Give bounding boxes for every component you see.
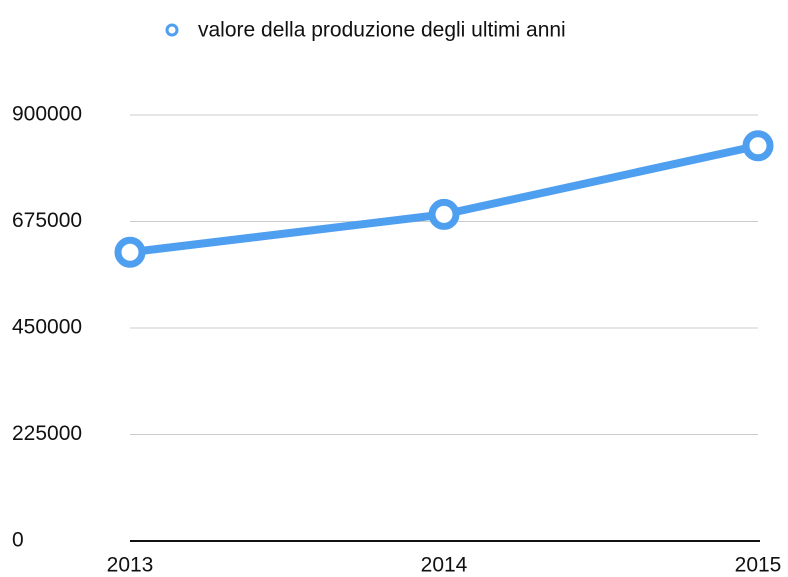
point	[428, 198, 460, 230]
legend-marker	[165, 23, 179, 37]
legend-label: valore della produzione degli ultimi ann…	[198, 19, 566, 42]
y-tick-label: 900000	[12, 103, 82, 126]
point	[114, 236, 146, 268]
point	[742, 130, 774, 162]
y-tick-label: 225000	[12, 422, 82, 445]
y-tick-label: 450000	[12, 316, 82, 339]
y-tick-label: 675000	[12, 209, 82, 232]
x-tick-label: 2014	[421, 554, 468, 577]
x-tick-label: 2013	[107, 554, 154, 577]
x-tick-label: 2015	[735, 554, 782, 577]
y-tick-label: 0	[12, 529, 24, 552]
